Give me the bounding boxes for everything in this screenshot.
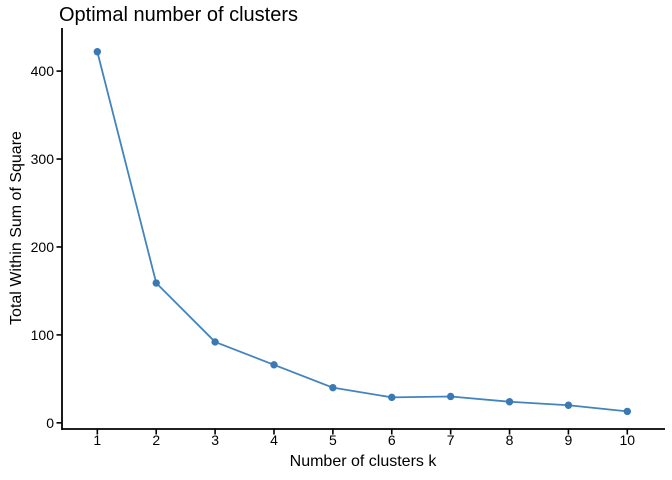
plot-area: 0 100 200 300 400 1 2 3 4 5 6 7 8 9 10	[31, 28, 665, 448]
x-axis-tick-label: 4	[270, 432, 278, 448]
elbow-line	[96, 50, 629, 413]
data-point	[388, 393, 396, 402]
y-axis-tick-label: 400	[31, 63, 55, 79]
y-axis-tick-label: 200	[31, 239, 55, 255]
x-axis-tick-label: 8	[506, 432, 514, 448]
data-point	[446, 392, 455, 401]
x-axis-tick-label: 3	[211, 432, 219, 448]
y-axis-tick-label: 0	[46, 415, 54, 431]
x-axis-tick-label: 10	[620, 432, 636, 448]
y-axis-tick-label: 100	[31, 327, 55, 343]
x-axis-tick-label: 1	[93, 432, 101, 448]
chart-title: Optimal number of clusters	[59, 4, 298, 26]
x-axis-tick-label: 5	[329, 432, 337, 448]
data-point	[564, 401, 573, 409]
data-point	[211, 338, 219, 346]
data-point	[329, 383, 337, 392]
data-point	[623, 407, 632, 416]
data-point	[270, 361, 278, 369]
data-point	[93, 48, 102, 56]
data-point	[505, 398, 514, 406]
x-axis-label: Number of clusters k	[290, 453, 438, 470]
y-axis-label: Total Within Sum of Square	[8, 131, 25, 325]
y-axis-tick-label: 300	[31, 151, 55, 167]
x-axis-tick-label: 9	[565, 432, 573, 448]
x-axis-tick-label: 6	[388, 432, 396, 448]
x-axis-tick-label: 7	[447, 432, 455, 448]
x-axis-tick-label: 2	[152, 432, 160, 448]
data-point	[152, 279, 160, 287]
